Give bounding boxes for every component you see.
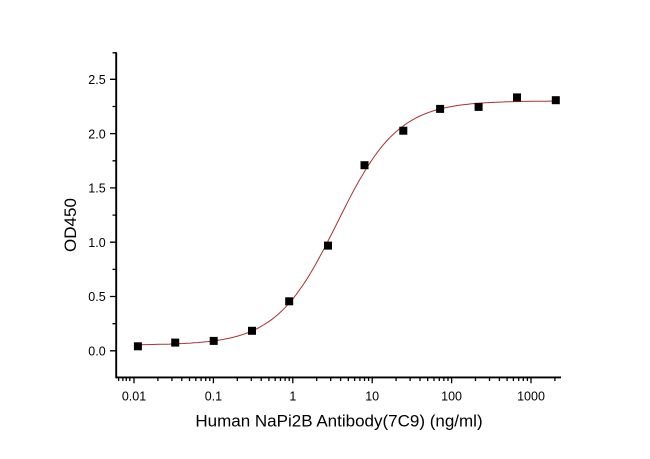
svg-text:1.5: 1.5 (88, 182, 105, 196)
svg-text:Human NaPi2B Antibody(7C9) (ng: Human NaPi2B Antibody(7C9) (ng/ml) (195, 412, 482, 431)
svg-text:1: 1 (289, 390, 296, 404)
svg-text:OD450: OD450 (61, 198, 80, 252)
svg-text:1.0: 1.0 (88, 236, 105, 250)
svg-text:100: 100 (441, 390, 462, 404)
svg-text:0.1: 0.1 (205, 390, 222, 404)
svg-text:2.5: 2.5 (88, 73, 105, 87)
svg-text:2.0: 2.0 (88, 127, 105, 141)
svg-text:10: 10 (365, 390, 379, 404)
svg-text:0.5: 0.5 (88, 290, 105, 304)
svg-text:0.01: 0.01 (122, 390, 146, 404)
svg-text:1000: 1000 (517, 390, 545, 404)
svg-text:0.0: 0.0 (88, 345, 105, 359)
